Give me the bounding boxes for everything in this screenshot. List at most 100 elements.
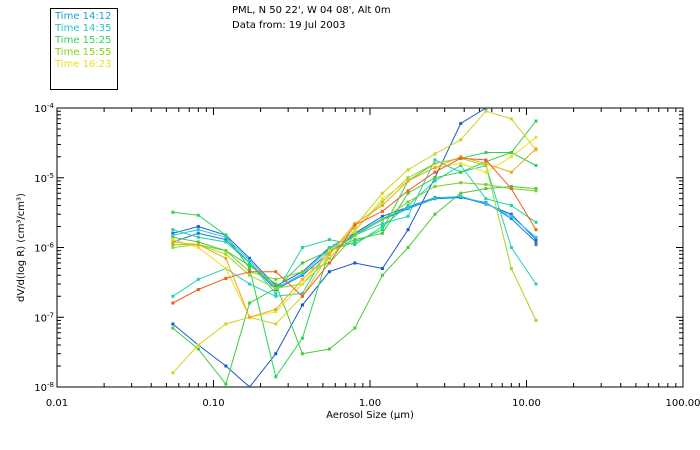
data-point-s15 xyxy=(274,270,278,274)
data-point-s6 xyxy=(171,228,175,232)
data-point-s6 xyxy=(224,240,228,244)
y-tick-exponent: -6 xyxy=(47,242,55,250)
legend-entry: Time 14:35 xyxy=(55,23,112,34)
data-point-s12 xyxy=(224,322,228,326)
data-point-s9 xyxy=(534,187,538,191)
data-point-s4 xyxy=(300,272,304,276)
y-tick-exponent: -7 xyxy=(47,311,54,319)
data-point-s10 xyxy=(274,277,278,281)
data-point-s4 xyxy=(171,233,175,237)
data-point-s14 xyxy=(327,252,331,256)
data-point-s11 xyxy=(433,162,437,166)
data-point-s5 xyxy=(509,246,513,249)
data-point-s7 xyxy=(171,210,175,214)
data-point-s14 xyxy=(406,179,410,183)
x-tick-label: 0.01 xyxy=(46,398,68,409)
data-date: Data from: 19 Jul 2003 xyxy=(232,20,346,31)
data-point-s9 xyxy=(196,240,200,244)
y-tick-exponent: -5 xyxy=(47,172,54,180)
data-point-s7 xyxy=(248,266,252,270)
data-point-s9 xyxy=(433,212,437,216)
x-axis-label: Aerosol Size (µm) xyxy=(326,410,414,421)
data-point-s11 xyxy=(171,246,175,249)
data-point-s8 xyxy=(509,151,513,155)
data-point-s2 xyxy=(224,238,228,242)
data-point-s4 xyxy=(224,235,228,239)
data-point-s5 xyxy=(274,294,278,298)
data-point-s15 xyxy=(224,276,228,280)
data-point-s13 xyxy=(509,155,513,159)
x-tick-label: 100.00 xyxy=(666,398,700,409)
station-location: PML, N 50 22', W 04 08', Alt 0m xyxy=(232,5,391,16)
data-point-s15 xyxy=(327,261,331,265)
data-point-s14 xyxy=(433,166,437,170)
y-tick-label: 10-7 xyxy=(34,311,54,324)
data-point-s3 xyxy=(406,228,410,232)
data-point-s4 xyxy=(534,235,538,239)
y-tick-label: 10-8 xyxy=(34,381,54,394)
data-point-s11 xyxy=(509,266,513,270)
data-point-s8 xyxy=(248,301,252,305)
data-point-s7 xyxy=(380,228,384,232)
data-point-s13 xyxy=(459,162,463,166)
data-point-s6 xyxy=(433,179,437,183)
y-tick-base: 10 xyxy=(34,313,47,324)
data-point-s12 xyxy=(433,152,437,156)
data-point-s15 xyxy=(509,187,513,191)
data-point-s14 xyxy=(196,243,200,247)
data-point-s3 xyxy=(484,108,488,110)
data-point-s1 xyxy=(380,214,384,218)
data-point-s5 xyxy=(300,291,304,295)
data-point-s8 xyxy=(196,347,200,351)
data-point-s8 xyxy=(171,326,175,330)
legend-entry: Time 15:55 xyxy=(55,47,112,58)
y-tick-label: 10-5 xyxy=(34,172,54,185)
data-point-s5 xyxy=(406,214,410,218)
data-point-s2 xyxy=(196,231,200,235)
data-point-s1 xyxy=(509,212,513,216)
legend-entry: Time 14:12 xyxy=(55,11,112,22)
data-point-s5 xyxy=(534,282,538,286)
data-point-s15 xyxy=(196,287,200,291)
y-tick-base: 10 xyxy=(34,104,47,115)
plot-frame xyxy=(56,107,684,388)
data-point-s10 xyxy=(353,233,357,237)
data-point-s6 xyxy=(300,246,304,249)
x-tick-label: 1.00 xyxy=(359,398,381,409)
data-point-s13 xyxy=(171,238,175,242)
data-point-s6 xyxy=(406,204,410,208)
data-point-s14 xyxy=(224,256,228,260)
series-line-s5 xyxy=(172,159,537,297)
data-point-s10 xyxy=(534,189,538,193)
data-point-s3 xyxy=(459,121,463,125)
data-point-s2 xyxy=(509,217,513,221)
data-point-s7 xyxy=(534,163,538,167)
data-point-s1 xyxy=(196,225,200,229)
data-point-s1 xyxy=(274,284,278,288)
data-point-s15 xyxy=(300,294,304,298)
data-point-s9 xyxy=(406,246,410,249)
data-point-s13 xyxy=(327,249,331,253)
data-point-s7 xyxy=(274,375,278,379)
data-point-s15 xyxy=(171,301,175,305)
data-point-s10 xyxy=(300,270,304,274)
data-point-s16 xyxy=(534,243,538,247)
y-tick-base: 10 xyxy=(34,383,47,394)
data-point-s5 xyxy=(196,277,200,281)
data-point-s11 xyxy=(353,228,357,232)
data-point-s5 xyxy=(248,282,252,286)
data-point-s13 xyxy=(380,197,384,201)
y-tick-label: 10-6 xyxy=(34,242,54,255)
data-point-s12 xyxy=(406,168,410,172)
data-point-s11 xyxy=(380,200,384,204)
data-point-s14 xyxy=(248,315,252,319)
y-tick-label: 10-4 xyxy=(34,102,54,115)
data-point-s3 xyxy=(380,266,384,270)
data-point-s15 xyxy=(380,209,384,213)
data-point-s9 xyxy=(484,187,488,191)
data-point-s14 xyxy=(484,162,488,166)
data-point-s10 xyxy=(171,243,175,247)
data-point-s8 xyxy=(484,160,488,164)
data-point-s10 xyxy=(380,218,384,222)
